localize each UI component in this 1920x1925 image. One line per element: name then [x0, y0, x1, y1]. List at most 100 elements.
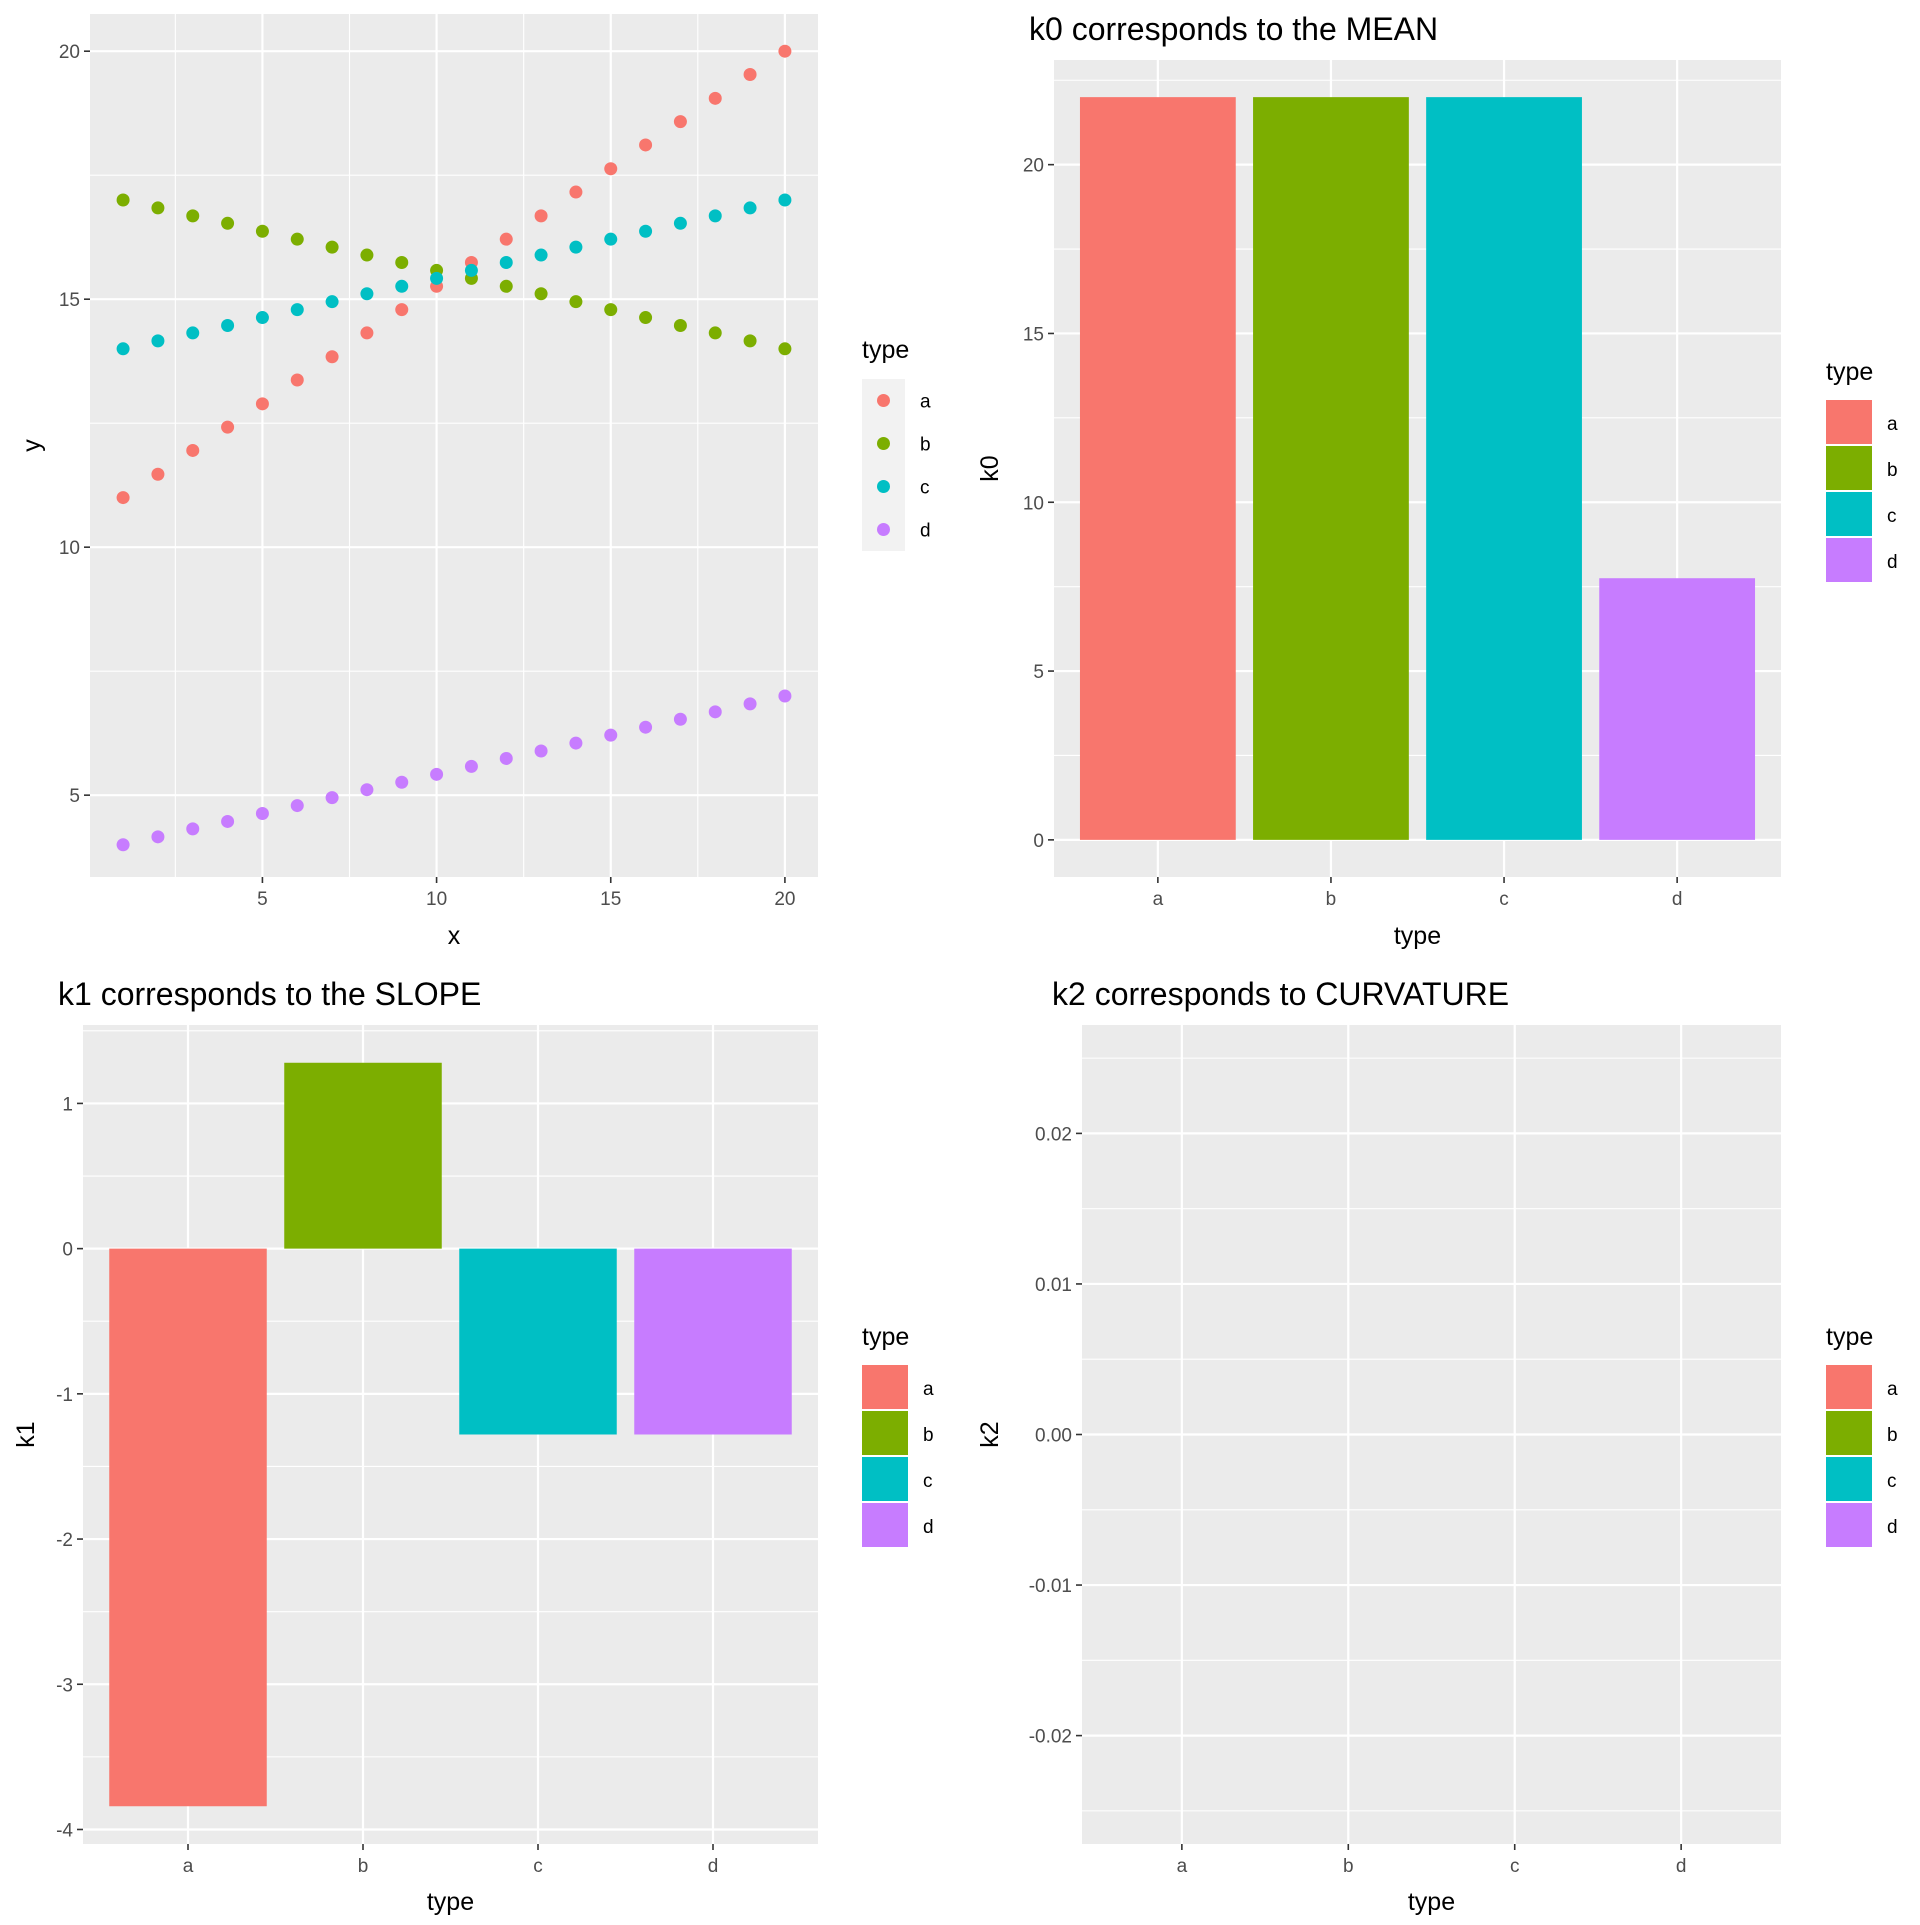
legend-title: type [1826, 1323, 1873, 1351]
data-point-c [116, 342, 130, 356]
legend-key-d [862, 1503, 908, 1547]
data-point-c [708, 209, 722, 223]
bar-b [1253, 97, 1409, 840]
legend-key-b [877, 437, 890, 450]
bar-c [459, 1248, 617, 1435]
x-tick-label: d [1672, 889, 1683, 910]
data-point-d [639, 720, 653, 734]
data-point-a [778, 44, 792, 58]
data-point-c [534, 248, 548, 262]
legend-key-c [862, 1457, 908, 1501]
data-point-a [221, 420, 235, 434]
data-point-d [569, 736, 583, 750]
data-point-d [186, 822, 200, 836]
chart-title: k0 corresponds to the MEAN [1029, 11, 1438, 47]
data-point-a [151, 467, 165, 481]
legend-label-d: d [1887, 552, 1898, 573]
y-tick-label: 0.02 [1035, 1124, 1072, 1145]
series-c [116, 193, 792, 356]
data-point-d [604, 728, 618, 742]
data-point-d [430, 767, 444, 781]
y-tick-label: -3 [56, 1675, 73, 1696]
x-tick-label: c [1510, 1856, 1520, 1877]
legend-key-a [1826, 400, 1872, 444]
legend-label-b: b [1887, 460, 1898, 481]
data-point-b [778, 342, 792, 356]
chart-title: k1 corresponds to the SLOPE [58, 976, 481, 1012]
data-point-d [325, 791, 339, 805]
legend-key-a [877, 394, 890, 407]
x-tick-label: a [183, 1856, 194, 1877]
chart-panel-4: -0.02 -0.01 0.00 0.01 0.02 a b c d k2 corresponds… [976, 976, 1898, 1916]
legend-key-b [1826, 1411, 1872, 1455]
x-axis-title: type [427, 1888, 474, 1916]
data-point-c [778, 193, 792, 207]
y-axis-title: k2 [976, 1421, 1004, 1447]
data-point-c [221, 318, 235, 332]
data-point-c [673, 216, 687, 230]
legend-label-c: c [1887, 506, 1897, 527]
x-tick-label: c [1499, 889, 1509, 910]
chart-panel-2: 0 5 10 15 20 a b c d k0 corresponds to the MEAN ty… [976, 11, 1898, 950]
data-point-d [534, 744, 548, 758]
x-tick-label: 5 [257, 889, 268, 910]
data-point-c [604, 232, 618, 246]
legend-title: type [1826, 358, 1873, 386]
x-tick-label: a [1177, 1856, 1188, 1877]
y-tick-label: -0.02 [1029, 1727, 1072, 1748]
y-tick-label: 15 [59, 290, 80, 311]
data-point-d [499, 751, 513, 765]
legend-label-b: b [920, 435, 931, 456]
data-point-a [360, 326, 374, 340]
legend-label-d: d [1887, 1517, 1898, 1538]
y-axis-title: k0 [976, 455, 1004, 481]
data-point-a [604, 162, 618, 176]
data-point-b [360, 248, 374, 262]
bar-c [1426, 97, 1582, 840]
data-point-b [395, 255, 409, 269]
y-tick-label: 15 [1023, 324, 1044, 345]
data-point-c [255, 311, 269, 325]
x-tick-label: b [358, 1856, 369, 1877]
y-tick-label: 10 [1023, 493, 1044, 514]
data-point-b [186, 209, 200, 223]
data-point-a [255, 397, 269, 411]
legend-key-c [877, 480, 890, 493]
legend-label-c: c [1887, 1471, 1897, 1492]
data-point-b [151, 201, 165, 215]
x-tick-label: b [1326, 889, 1337, 910]
y-tick-label: 0.00 [1035, 1426, 1072, 1447]
data-point-b [673, 318, 687, 332]
y-tick-label: 0 [62, 1240, 73, 1261]
legend-label-b: b [1887, 1425, 1898, 1446]
data-point-d [395, 775, 409, 789]
data-point-b [604, 303, 618, 317]
data-point-a [116, 491, 130, 505]
data-point-c [395, 279, 409, 293]
data-point-b [290, 232, 304, 246]
data-point-b [569, 295, 583, 309]
legend-key-c [1826, 1457, 1872, 1501]
series-d [116, 689, 792, 852]
data-point-a [534, 209, 548, 223]
data-point-a [395, 303, 409, 317]
bar-d [1599, 578, 1756, 840]
data-point-d [360, 783, 374, 797]
chart-title: k2 corresponds to CURVATURE [1052, 976, 1509, 1012]
y-tick-label: 5 [1033, 662, 1044, 683]
legend: type a b c d [862, 1323, 934, 1547]
data-point-c [743, 201, 757, 215]
legend-key-b [1826, 446, 1872, 490]
y-tick-label: 1 [62, 1094, 73, 1115]
y-tick-label: 0.01 [1035, 1275, 1072, 1296]
x-tick-label: 15 [600, 889, 621, 910]
data-point-c [151, 334, 165, 348]
x-tick-label: c [533, 1856, 543, 1877]
y-tick-label: -1 [56, 1385, 73, 1406]
data-point-d [221, 814, 235, 828]
data-point-d [743, 697, 757, 711]
data-point-b [708, 326, 722, 340]
legend-title: type [862, 336, 909, 364]
legend-label-a: a [1887, 1379, 1898, 1400]
